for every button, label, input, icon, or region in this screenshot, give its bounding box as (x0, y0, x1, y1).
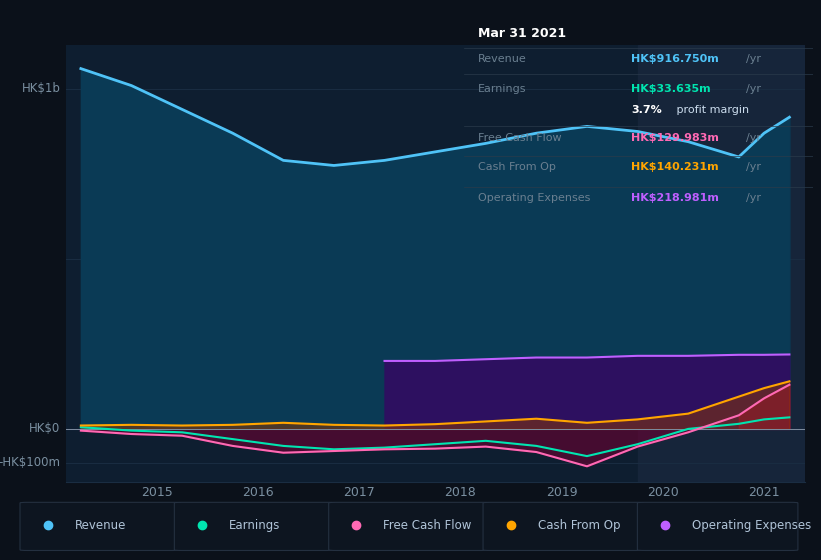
Text: /yr: /yr (746, 162, 762, 172)
FancyBboxPatch shape (483, 502, 644, 550)
Text: Free Cash Flow: Free Cash Flow (383, 519, 472, 532)
Text: /yr: /yr (746, 133, 762, 143)
Text: Cash From Op: Cash From Op (478, 162, 556, 172)
Text: HK$140.231m: HK$140.231m (631, 162, 719, 172)
Text: HK$33.635m: HK$33.635m (631, 84, 711, 94)
Text: profit margin: profit margin (673, 105, 750, 115)
Bar (638, 45, 821, 482)
Text: HK$1b: HK$1b (21, 82, 61, 96)
Text: -HK$100m: -HK$100m (0, 456, 61, 469)
FancyBboxPatch shape (328, 502, 489, 550)
FancyBboxPatch shape (174, 502, 335, 550)
Text: HK$916.750m: HK$916.750m (631, 54, 719, 64)
Text: HK$0: HK$0 (30, 422, 61, 436)
Text: 3.7%: 3.7% (631, 105, 662, 115)
Text: Revenue: Revenue (478, 54, 526, 64)
Text: Operating Expenses: Operating Expenses (478, 193, 590, 203)
Text: /yr: /yr (746, 84, 762, 94)
Text: Free Cash Flow: Free Cash Flow (478, 133, 562, 143)
Text: HK$218.981m: HK$218.981m (631, 193, 719, 203)
Text: Earnings: Earnings (229, 519, 281, 532)
Text: /yr: /yr (746, 193, 762, 203)
Text: Mar 31 2021: Mar 31 2021 (478, 27, 566, 40)
Text: Revenue: Revenue (75, 519, 126, 532)
Text: /yr: /yr (746, 54, 762, 64)
FancyBboxPatch shape (20, 502, 181, 550)
FancyBboxPatch shape (637, 502, 798, 550)
Text: HK$129.983m: HK$129.983m (631, 133, 719, 143)
Text: Earnings: Earnings (478, 84, 526, 94)
Text: Cash From Op: Cash From Op (538, 519, 621, 532)
Text: Operating Expenses: Operating Expenses (692, 519, 811, 532)
